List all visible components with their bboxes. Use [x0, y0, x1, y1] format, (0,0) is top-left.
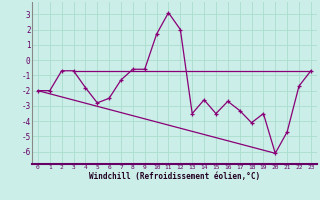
- X-axis label: Windchill (Refroidissement éolien,°C): Windchill (Refroidissement éolien,°C): [89, 172, 260, 181]
